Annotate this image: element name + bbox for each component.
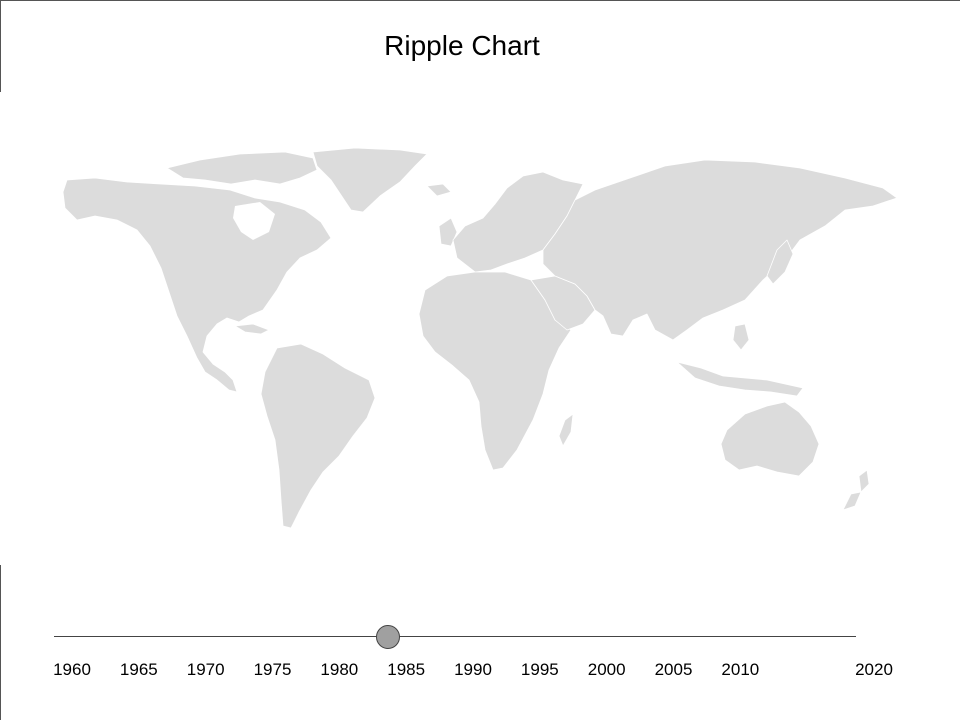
new-zealand-shape [858,469,870,493]
africa-shape [418,271,572,471]
timeline-tick-label: 2010 [721,660,760,679]
timeline-tick-label: 1975 [253,660,292,679]
greenland-shape [312,147,428,213]
timeline-tick-label: 1995 [520,660,559,679]
timeline-tick-label: 1990 [454,660,492,679]
philippines-shape [732,323,750,351]
australia-shape [720,401,820,477]
timeline-tick-label: 1980 [320,660,359,679]
new-zealand-south-shape [842,491,862,511]
caribbean-islands-shape [234,323,270,335]
japan-shape [766,239,794,285]
timeline-tick-label: 2000 [587,660,626,679]
hudson-bay-shape [233,202,275,240]
asia-shape [542,159,898,341]
timeline-tick-label: 1965 [119,660,158,679]
south-america-shape [260,343,376,529]
bottom-frame-border [0,565,5,720]
top-frame-border [0,0,960,92]
timeline-track[interactable] [54,636,856,637]
page-title: Ripple Chart [384,30,540,61]
timeline-tick-label: 1960 [53,660,91,679]
iceland-shape [426,183,452,197]
world-map [62,147,898,529]
timeline-slider-handle[interactable] [376,625,401,649]
madagascar-shape [558,413,574,447]
europe-shape [452,171,584,273]
arctic-islands-shape [166,151,318,185]
indonesia-shape [676,361,804,397]
timeline-tick-label: 2020 [855,660,893,679]
timeline-tick-label: 2005 [654,660,693,679]
timeline-tick-label: 1985 [387,660,426,679]
timeline-tick-label: 1970 [186,660,225,679]
year-timeline: 1960 1965 1970 1975 1980 1985 1990 1995 2000 2005… [0,600,960,700]
